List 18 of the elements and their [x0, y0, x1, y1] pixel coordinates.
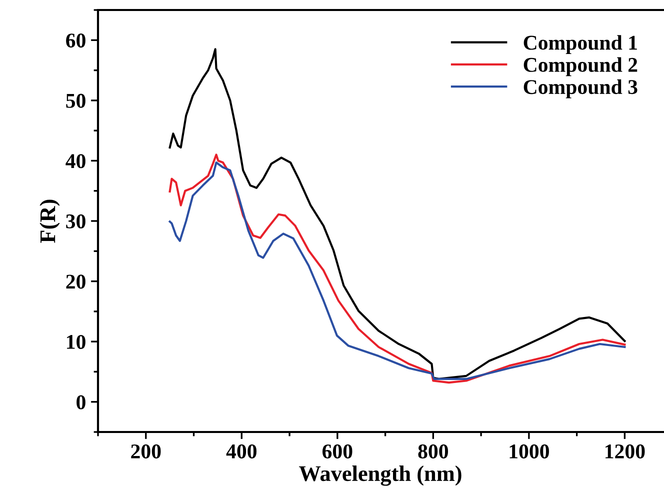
- y-tick-label: 0: [76, 395, 86, 410]
- y-tick-label: 40: [66, 154, 86, 168]
- x-tick-label: 600: [322, 444, 352, 458]
- x-tick-label: 200: [131, 444, 161, 458]
- x-axis-title: Wavelength (nm): [299, 465, 462, 486]
- x-tick-label: 800: [418, 444, 448, 458]
- y-axis-title: F(R): [40, 200, 60, 243]
- x-tick-label: 400: [226, 444, 256, 458]
- legend-label: Compound 3: [524, 79, 638, 98]
- y-tick-label: 60: [66, 34, 86, 48]
- y-tick-label: 50: [66, 94, 86, 108]
- legend-label: Compound 1: [524, 35, 637, 54]
- x-tick-label: 1000: [510, 444, 549, 458]
- y-tick-label: 20: [66, 274, 86, 289]
- x-tick-label: 1200: [606, 444, 645, 458]
- y-tick-label: 30: [66, 214, 86, 228]
- legend-label: Compound 2: [524, 57, 638, 76]
- y-tick-label: 10: [67, 334, 86, 350]
